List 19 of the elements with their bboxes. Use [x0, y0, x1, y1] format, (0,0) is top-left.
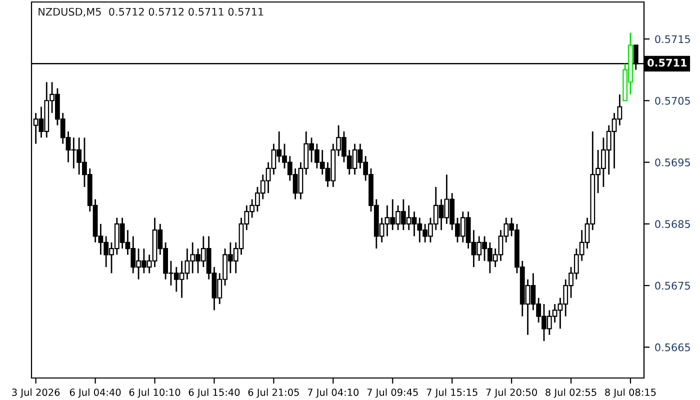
x-tick-label: 3 Jul 2026 [12, 388, 60, 398]
y-tick-label: 0.5685 [655, 220, 690, 228]
y-tick-label: 0.5665 [655, 343, 690, 352]
x-tick-label: 6 Jul 15:40 [188, 388, 240, 398]
x-tick-label: 6 Jul 21:05 [248, 388, 299, 398]
x-tick-label: 8 Jul 02:55 [546, 388, 596, 398]
y-tick-label: 0.5675 [655, 282, 690, 290]
ref-line-label: 0.5711 [648, 58, 687, 67]
x-tick-label: 7 Jul 04:10 [308, 388, 359, 398]
x-tick-label: 7 Jul 09:45 [367, 388, 418, 398]
x-tick-label: 6 Jul 04:40 [70, 388, 121, 398]
chart-title: NZDUSD,M5 0.5712 0.5712 0.5711 0.5711 [38, 8, 264, 17]
y-tick-label: 0.5715 [655, 35, 690, 44]
x-tick-label: 6 Jul 10:10 [129, 388, 180, 398]
y-tick-label: 0.5695 [655, 158, 690, 166]
x-tick-label: 8 Jul 08:15 [605, 388, 656, 398]
x-tick-label: 7 Jul 20:50 [486, 388, 537, 398]
y-tick-label: 0.5705 [655, 96, 690, 105]
x-tick-label: 7 Jul 15:15 [426, 388, 478, 398]
